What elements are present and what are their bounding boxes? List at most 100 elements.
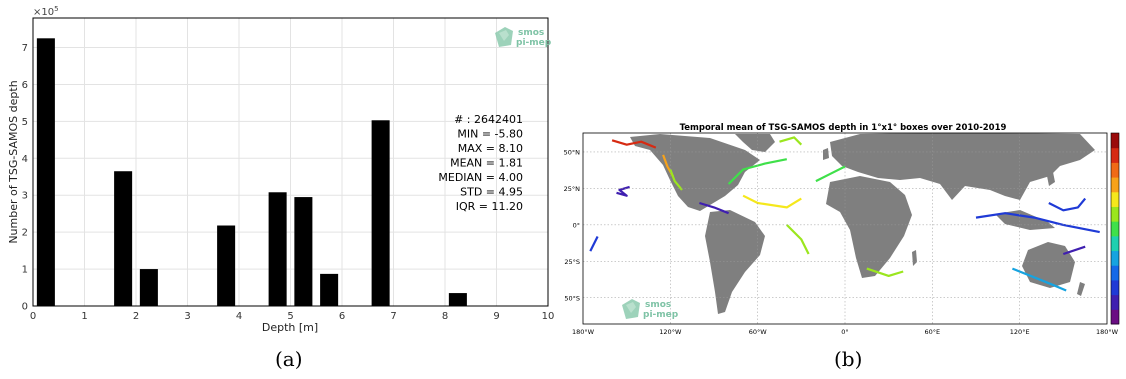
logo-mark-inner-icon [499, 30, 509, 41]
lon-tick-label: 60°E [925, 328, 941, 336]
lat-tick-label: 50°N [564, 148, 581, 156]
x-tick-label: 10 [542, 311, 555, 322]
lon-tick-label: 180°W [572, 328, 595, 336]
colorbar-segment [1111, 279, 1119, 296]
x-tick-label: 6 [339, 311, 345, 322]
stat-line: MIN = -5.80 [457, 128, 523, 141]
caption-b: (b) [834, 347, 863, 371]
smos-logo-map: smos pi-mep [622, 299, 679, 320]
x-tick-label: 4 [236, 311, 242, 322]
map-area: 180°W 120°W 60°W 0° 60°E 120°E 180°W 50°N 25°N 0… [564, 132, 1119, 336]
ship-track [727, 158, 788, 185]
land-new-zealand [1077, 282, 1085, 296]
colorbar-segment [1111, 294, 1119, 310]
land-uk [823, 148, 829, 160]
y-tick-label: 5 [22, 117, 28, 128]
map-chart: Temporal mean of TSG-SAMOS depth in 1°x1… [564, 123, 1120, 336]
lat-tick-label: 25°S [564, 258, 580, 266]
land-madagascar [912, 250, 917, 266]
ship-track [975, 212, 1100, 234]
colorbar-segment [1111, 309, 1119, 325]
x-tick-label: 8 [442, 311, 448, 322]
histogram-y-ticks: 0 1 2 3 4 5 6 7 [22, 43, 28, 312]
land-north-america [630, 134, 760, 211]
land-south-america [705, 210, 765, 314]
histogram-frame [32, 17, 549, 307]
land-africa [826, 176, 912, 278]
lon-tick-label: 0° [841, 328, 848, 336]
histogram-bar [114, 171, 133, 306]
colorbar-segment [1111, 221, 1119, 237]
ship-track [669, 169, 683, 191]
ship-track [815, 165, 846, 183]
caption-a: (a) [275, 347, 303, 371]
colorbar-frame [1110, 132, 1120, 325]
y-tick-label: 0 [22, 302, 28, 313]
stat-line: MAX = 8.10 [458, 142, 523, 155]
histogram-bar [448, 293, 467, 306]
stat-line: STD = 4.95 [460, 186, 523, 199]
y-scale-label: ×105 [33, 5, 59, 18]
land-greenland [735, 134, 775, 152]
colorbar-segment [1111, 250, 1119, 266]
ship-track [1062, 245, 1086, 256]
stat-line: IQR = 11.20 [456, 200, 523, 213]
ship-track [866, 267, 904, 277]
land-europe-asia [830, 133, 1095, 200]
ship-track [779, 136, 803, 146]
lon-tick-label: 60°W [749, 328, 768, 336]
ship-track [1011, 267, 1067, 292]
y-tick-label: 1 [22, 265, 28, 276]
histogram-bars [36, 38, 467, 307]
map-graticule [583, 133, 1107, 324]
y-axis-label: Number of TSG-SAMOS depth [7, 80, 20, 243]
map-lat-ticks: 50°N 25°N 0° 25°S 50°S [564, 148, 581, 302]
x-tick-label: 3 [184, 311, 190, 322]
lat-tick-label: 25°N [564, 185, 581, 193]
y-tick-label: 6 [22, 80, 28, 91]
histogram-bar [217, 225, 236, 306]
x-tick-label: 2 [133, 311, 139, 322]
ship-tracks [589, 136, 1100, 292]
colorbar-segment [1111, 133, 1119, 149]
ship-track [611, 139, 657, 149]
colorbar-segment [1111, 265, 1119, 281]
logo-text-line2: pi-mep [643, 310, 679, 320]
ship-track [589, 236, 599, 252]
logo-text-line1: smos [645, 300, 671, 310]
lat-tick-label: 0° [573, 221, 580, 229]
histogram-x-ticks: 0 1 2 3 4 5 6 7 8 9 10 [30, 311, 555, 322]
x-tick-label: 5 [287, 311, 293, 322]
x-tick-label: 7 [390, 311, 396, 322]
colorbar-segment [1111, 191, 1119, 207]
land-japan [1047, 172, 1055, 186]
stat-line: MEAN = 1.81 [450, 157, 523, 170]
ship-track [1048, 197, 1087, 212]
ship-track [699, 201, 730, 215]
histogram-chart: 0 1 2 3 4 5 6 7 8 9 10 0 1 2 3 4 5 6 7 ×105 Depth [m] Num… [7, 5, 555, 334]
map-lon-ticks: 180°W 120°W 60°W 0° 60°E 120°E 180°W [572, 328, 1119, 336]
lon-tick-label: 180°W [1096, 328, 1119, 336]
x-tick-label: 9 [493, 311, 499, 322]
stat-line: MEDIAN = 4.00 [438, 171, 523, 184]
colorbar-segment [1111, 162, 1119, 178]
colorbar-segment [1111, 147, 1119, 163]
ship-track [616, 185, 630, 197]
smos-logo: smos pi-mep [495, 27, 552, 48]
histogram-bar [371, 120, 390, 307]
y-tick-label: 2 [22, 228, 28, 239]
y-tick-label: 3 [22, 191, 28, 202]
colorbar-segment [1111, 206, 1119, 222]
colorbar-segment [1111, 235, 1119, 252]
lon-tick-label: 120°W [659, 328, 682, 336]
histogram-bar [320, 273, 339, 306]
ship-track [742, 194, 802, 209]
histogram-bar [294, 197, 313, 306]
histogram-bar [36, 38, 55, 307]
map-title: Temporal mean of TSG-SAMOS depth in 1°x1… [680, 123, 1007, 133]
y-tick-label: 4 [22, 154, 28, 165]
land-australia [1022, 242, 1075, 288]
lat-tick-label: 50°S [564, 294, 580, 302]
